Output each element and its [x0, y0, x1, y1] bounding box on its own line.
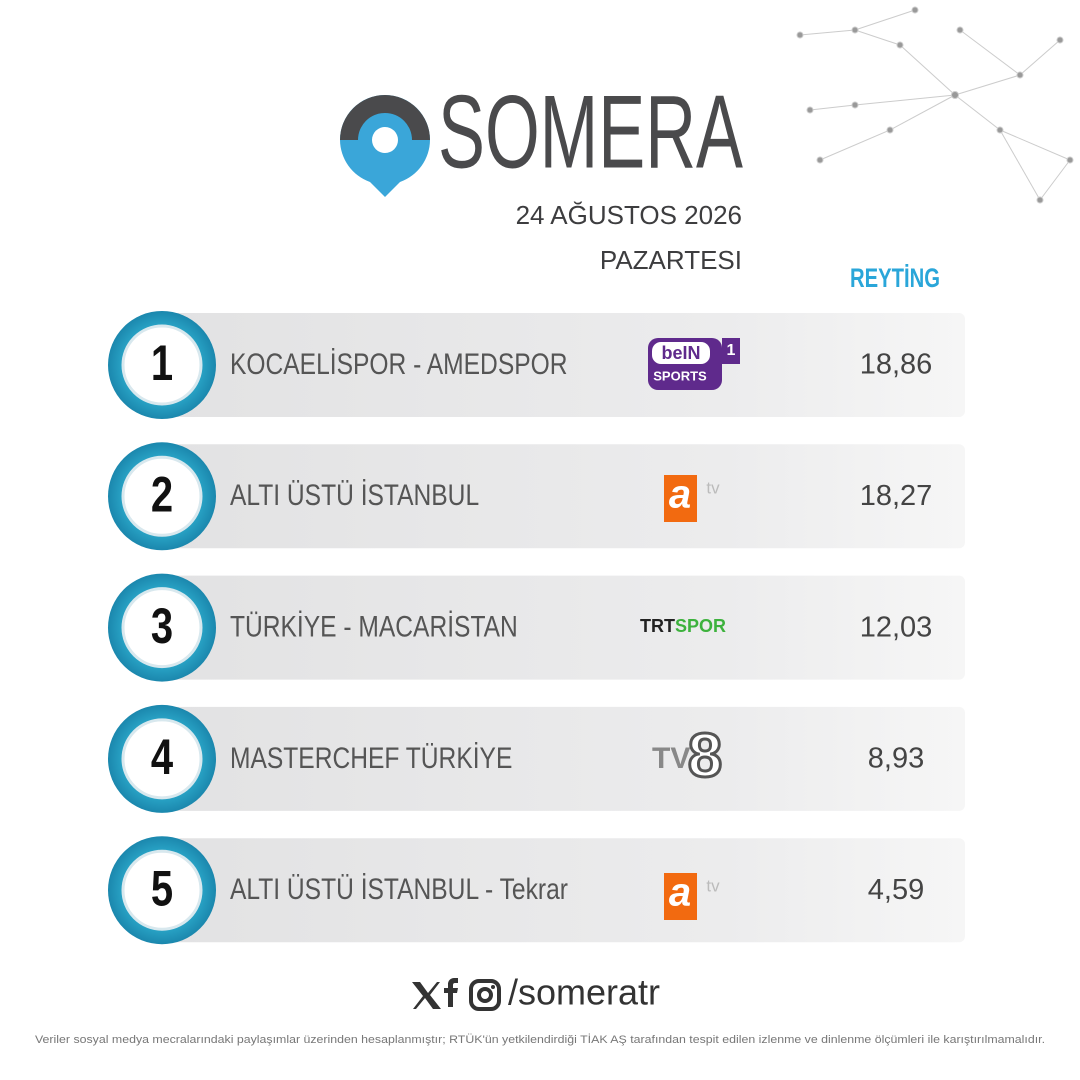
ranking-row: 1 KOCAELİSPOR - AMEDSPOR 18,86: [108, 311, 965, 419]
rows: 1 KOCAELİSPOR - AMEDSPOR 18,86 2 ALTI ÜSTÜ İ…: [108, 311, 965, 945]
program-name: MASTERCHEF TÜRKİYE: [230, 740, 512, 774]
rank-inner: [121, 455, 203, 537]
date: 24 AĞUSTOS 2026: [516, 200, 742, 230]
rank-inner: [121, 587, 203, 669]
social-icons: [412, 978, 501, 1011]
logo-atv: a tv: [664, 871, 720, 920]
rating: 12,03: [860, 611, 933, 643]
brand-name: SOMERA: [438, 74, 743, 190]
row-background: [160, 706, 965, 811]
rank-inner: [121, 849, 203, 931]
ranking-row: 2 ALTI ÜSTÜ İSTANBUL 18,27: [108, 442, 965, 551]
network-decoration: [796, 6, 1074, 204]
row-background: [160, 444, 965, 549]
column-header: REYTİNG: [850, 263, 940, 293]
day: PAZARTESI: [600, 245, 742, 275]
rank-inner: [121, 324, 203, 406]
logo-text: 8: [688, 721, 722, 790]
rank-number: 1: [151, 335, 173, 391]
logo-text: tv: [706, 876, 720, 895]
logo-text: a: [669, 871, 691, 915]
logo-text: TRTSPOR: [640, 616, 726, 636]
ranking-row: 5 ALTI ÜSTÜ İSTANBUL - Tekrar 4,59: [108, 836, 965, 945]
logo-bein: beIN SPORTS 1: [648, 338, 740, 390]
logo-tv8: TV 8: [652, 720, 724, 792]
logo-text: TRT: [640, 616, 675, 636]
disclaimer: Veriler sosyal medya mecralarındaki payl…: [35, 1033, 1045, 1046]
row-background: [160, 838, 965, 943]
logo-text: TV: [652, 742, 690, 775]
row-background: [160, 313, 965, 417]
logo-text: 1: [727, 342, 736, 359]
rank-number: 5: [151, 860, 173, 916]
row-background: [160, 575, 965, 680]
rank-inner: [121, 718, 203, 800]
social-handle: /someratr: [508, 972, 660, 1013]
program-name: ALTI ÜSTÜ İSTANBUL - Tekrar: [230, 872, 568, 906]
rank-number: 2: [151, 466, 173, 522]
rank-number: 3: [151, 598, 173, 654]
rating: 18,27: [860, 480, 933, 512]
rating: 8,93: [868, 743, 924, 775]
logo-text: SPORTS: [653, 368, 707, 383]
program-name: TÜRKİYE - MACARİSTAN: [230, 609, 518, 643]
ranking-row: 3 TÜRKİYE - MACARİSTAN 12,03: [108, 573, 965, 682]
rating: 18,86: [860, 349, 933, 381]
logo-text: beIN: [661, 343, 700, 363]
logo-trtspor: TRTSPOR: [640, 616, 726, 636]
channel-logos: beIN SPORTS 1 a tv TRTSPOR TV 8 a tv: [640, 338, 740, 920]
rank-number: 4: [151, 729, 173, 785]
program-name: ALTI ÜSTÜ İSTANBUL: [230, 478, 479, 512]
logo-text: SPOR: [675, 616, 726, 636]
program-name: KOCAELİSPOR - AMEDSPOR: [230, 347, 568, 381]
logo-text: a: [669, 473, 691, 517]
logo-text: tv: [706, 478, 720, 497]
logo-atv: a tv: [664, 473, 720, 522]
rating: 4,59: [868, 874, 924, 906]
brand-pin: [340, 95, 430, 197]
ranking-row: 4 MASTERCHEF TÜRKİYE 8,93: [108, 704, 965, 813]
